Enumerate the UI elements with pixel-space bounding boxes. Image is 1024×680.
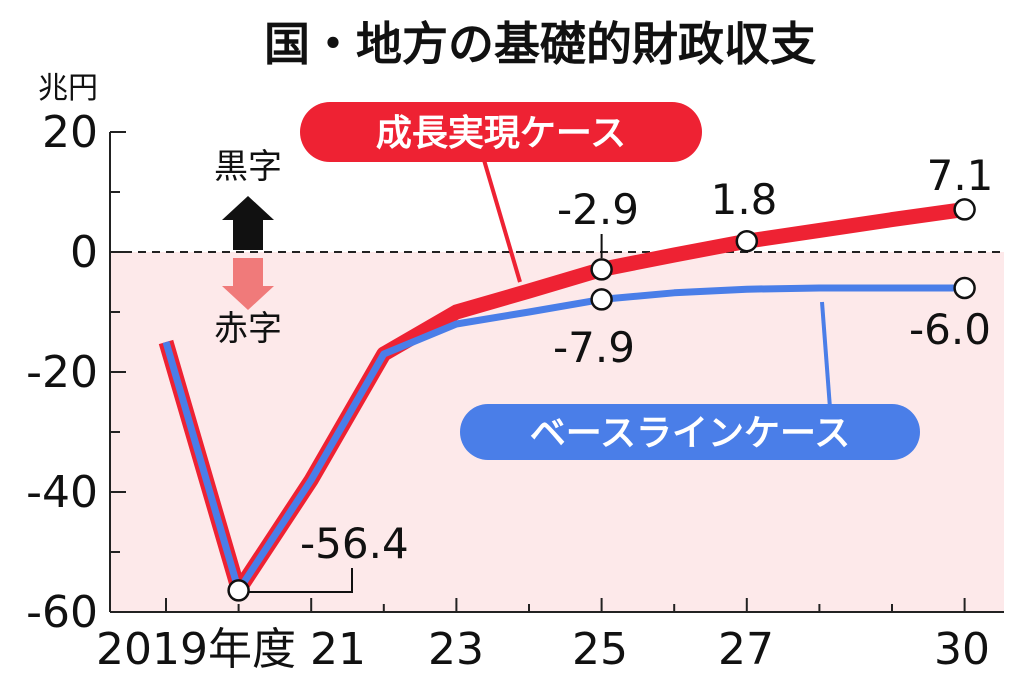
data-marker bbox=[590, 258, 613, 281]
baseline-pill-label: ベースラインケース bbox=[530, 413, 850, 454]
y-tick-label: -40 bbox=[26, 467, 98, 518]
data-label: 7.1 bbox=[927, 151, 994, 200]
y-tick-label: 0 bbox=[70, 227, 98, 278]
data-label: -2.9 bbox=[557, 185, 639, 234]
chart-title: 国・地方の基礎的財政収支 bbox=[264, 17, 816, 71]
data-label: 1.8 bbox=[711, 175, 778, 224]
y-ticks: 20 0 -20 -40 -60 bbox=[26, 107, 126, 638]
y-tick-label: 20 bbox=[42, 107, 98, 158]
baseline-pill: ベースラインケース bbox=[460, 301, 920, 460]
series-layer bbox=[158, 201, 966, 598]
x-tick-label: 25 bbox=[572, 624, 628, 675]
growth-pill: 成長実現ケース bbox=[300, 102, 702, 283]
surplus-label: 黒字 bbox=[214, 147, 282, 187]
markers bbox=[227, 198, 976, 602]
x-tick-label: 27 bbox=[718, 624, 774, 675]
baseline-pill-pointer bbox=[820, 301, 832, 409]
deficit-arrow-icon bbox=[222, 258, 274, 310]
x-tick-label: 2019年度 21 bbox=[96, 624, 366, 675]
surplus-arrow-icon bbox=[222, 196, 274, 250]
y-unit-label: 兆円 bbox=[38, 71, 98, 106]
x-tick-label: 30 bbox=[934, 624, 990, 675]
y-tick-label: -60 bbox=[26, 587, 98, 638]
x-tick-label: 23 bbox=[428, 624, 484, 675]
x-ticks: 2019年度 21 23 25 27 30 bbox=[96, 598, 990, 675]
series-line-baseline bbox=[162, 284, 965, 594]
data-marker bbox=[953, 276, 976, 300]
min-value-leader bbox=[246, 568, 353, 593]
data-label: -6.0 bbox=[909, 305, 991, 354]
data-marker bbox=[953, 198, 976, 221]
data-label: -7.9 bbox=[553, 323, 635, 372]
growth-pill-label: 成長実現ケース bbox=[376, 113, 626, 154]
y-tick-label: -20 bbox=[26, 347, 98, 398]
data-marker bbox=[227, 579, 250, 602]
data-label: -56.4 bbox=[300, 519, 409, 568]
data-marker bbox=[735, 229, 759, 253]
data-labels: -56.4 -2.9 -7.9 1.8 7.1 -6.0 bbox=[300, 151, 993, 568]
deficit-label: 赤字 bbox=[214, 309, 282, 349]
data-marker bbox=[590, 288, 613, 311]
growth-pill-pointer bbox=[482, 159, 522, 283]
